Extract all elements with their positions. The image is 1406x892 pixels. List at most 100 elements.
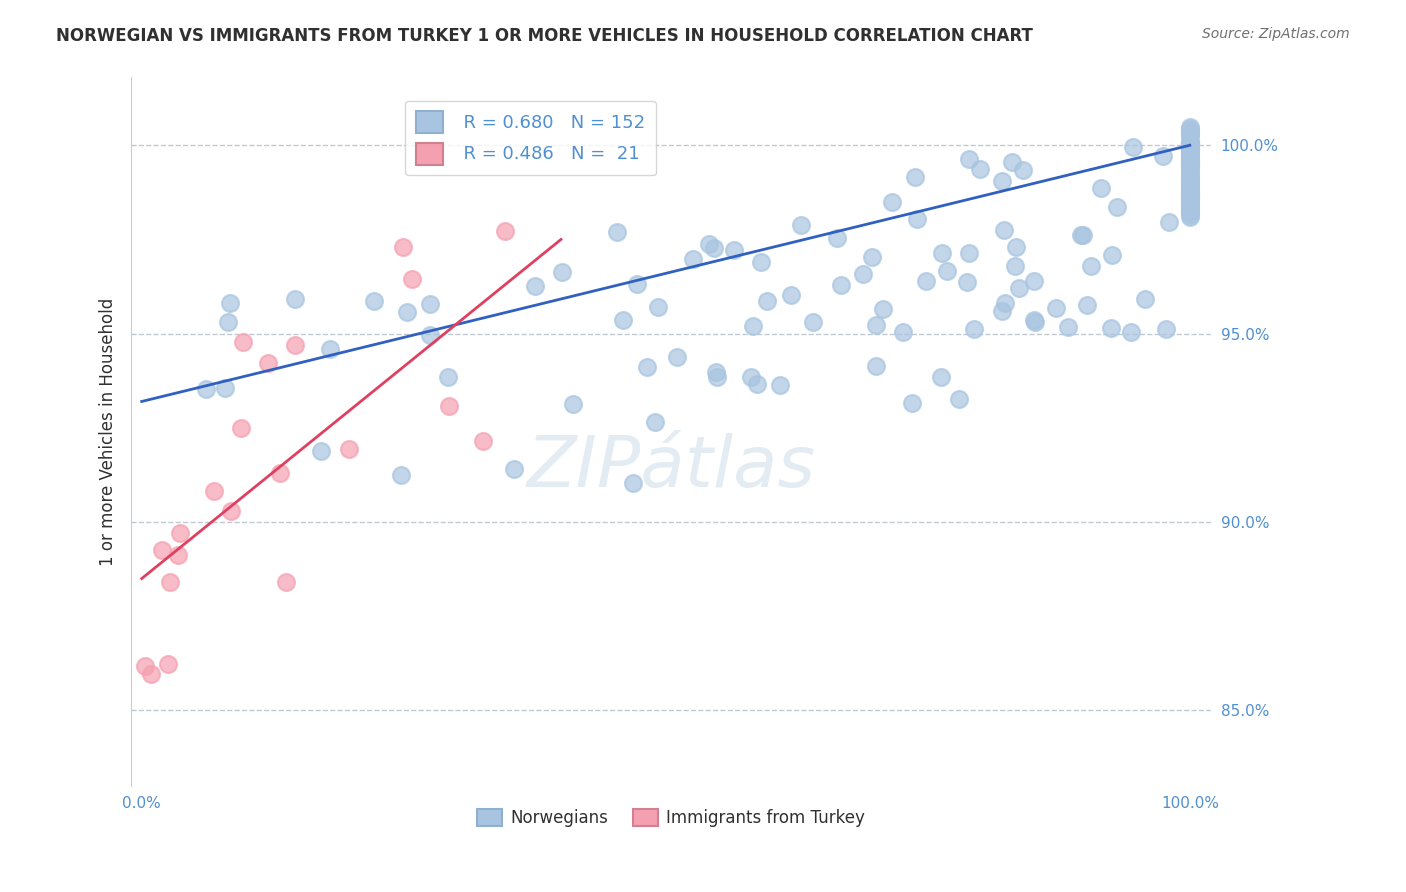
Point bbox=[931, 246, 953, 260]
Point bbox=[1080, 259, 1102, 273]
Point bbox=[1157, 215, 1180, 229]
Point bbox=[1178, 124, 1201, 138]
Point bbox=[284, 337, 307, 351]
Point bbox=[636, 359, 658, 374]
Point bbox=[801, 315, 824, 329]
Point bbox=[1178, 152, 1201, 166]
Point bbox=[1122, 139, 1144, 153]
Point bbox=[1000, 155, 1022, 169]
Point bbox=[1178, 165, 1201, 179]
Point bbox=[1178, 210, 1201, 224]
Point bbox=[1178, 139, 1201, 153]
Point bbox=[231, 420, 253, 434]
Point bbox=[740, 370, 762, 384]
Point bbox=[1008, 281, 1031, 295]
Point bbox=[204, 483, 226, 498]
Point bbox=[1178, 189, 1201, 203]
Point bbox=[389, 468, 412, 483]
Point bbox=[1178, 200, 1201, 214]
Point bbox=[872, 301, 894, 316]
Point bbox=[217, 315, 239, 329]
Point bbox=[1178, 136, 1201, 151]
Point bbox=[284, 292, 307, 306]
Point bbox=[612, 312, 634, 326]
Point bbox=[1024, 313, 1046, 327]
Point bbox=[929, 370, 952, 384]
Point bbox=[1099, 321, 1122, 335]
Point bbox=[1178, 198, 1201, 212]
Point bbox=[905, 211, 928, 226]
Point bbox=[1045, 301, 1067, 316]
Point bbox=[825, 231, 848, 245]
Point bbox=[769, 377, 792, 392]
Y-axis label: 1 or more Vehicles in Household: 1 or more Vehicles in Household bbox=[100, 298, 117, 566]
Point bbox=[1178, 171, 1201, 186]
Point bbox=[626, 277, 648, 291]
Point bbox=[893, 325, 915, 339]
Point bbox=[169, 525, 191, 540]
Point bbox=[437, 369, 460, 384]
Point bbox=[1178, 173, 1201, 187]
Point bbox=[742, 318, 765, 333]
Point bbox=[562, 397, 585, 411]
Point bbox=[219, 296, 242, 310]
Point bbox=[749, 254, 772, 268]
Point bbox=[1178, 154, 1201, 169]
Point bbox=[1178, 123, 1201, 137]
Point bbox=[723, 243, 745, 257]
Point bbox=[644, 415, 666, 429]
Point bbox=[621, 475, 644, 490]
Point bbox=[396, 305, 419, 319]
Point bbox=[665, 351, 688, 365]
Point bbox=[1070, 228, 1092, 243]
Point bbox=[1178, 157, 1201, 171]
Point bbox=[503, 461, 526, 475]
Point bbox=[194, 382, 217, 396]
Point bbox=[1178, 153, 1201, 168]
Point bbox=[993, 223, 1015, 237]
Point bbox=[1178, 149, 1201, 163]
Point bbox=[1178, 192, 1201, 206]
Point bbox=[1178, 142, 1201, 156]
Point bbox=[524, 279, 547, 293]
Point bbox=[865, 318, 887, 333]
Point bbox=[990, 174, 1012, 188]
Point bbox=[1178, 184, 1201, 198]
Point bbox=[1178, 195, 1201, 210]
Point bbox=[1178, 187, 1201, 202]
Point bbox=[1178, 154, 1201, 169]
Point bbox=[1178, 185, 1201, 199]
Point bbox=[1090, 181, 1112, 195]
Legend: Norwegians, Immigrants from Turkey: Norwegians, Immigrants from Turkey bbox=[470, 803, 872, 834]
Point bbox=[904, 170, 927, 185]
Point bbox=[1121, 325, 1143, 339]
Point bbox=[1152, 149, 1174, 163]
Point bbox=[860, 250, 883, 264]
Text: Source: ZipAtlas.com: Source: ZipAtlas.com bbox=[1202, 27, 1350, 41]
Point bbox=[1178, 150, 1201, 164]
Point bbox=[830, 277, 852, 292]
Point bbox=[956, 276, 979, 290]
Point bbox=[214, 381, 236, 395]
Point bbox=[1178, 174, 1201, 188]
Point bbox=[990, 304, 1012, 318]
Point bbox=[682, 252, 704, 266]
Point bbox=[948, 392, 970, 406]
Point bbox=[1178, 195, 1201, 210]
Text: ZIPátlas: ZIPátlas bbox=[526, 433, 815, 501]
Point bbox=[269, 466, 291, 480]
Point bbox=[1005, 240, 1028, 254]
Point bbox=[704, 365, 727, 379]
Point bbox=[1178, 157, 1201, 171]
Point bbox=[363, 293, 385, 308]
Point bbox=[1178, 191, 1201, 205]
Point bbox=[780, 287, 803, 301]
Point bbox=[141, 667, 163, 681]
Point bbox=[1057, 320, 1080, 334]
Point bbox=[1178, 134, 1201, 148]
Point bbox=[969, 162, 991, 177]
Point bbox=[647, 300, 669, 314]
Point bbox=[1024, 315, 1046, 329]
Point bbox=[935, 264, 957, 278]
Point bbox=[1178, 186, 1201, 201]
